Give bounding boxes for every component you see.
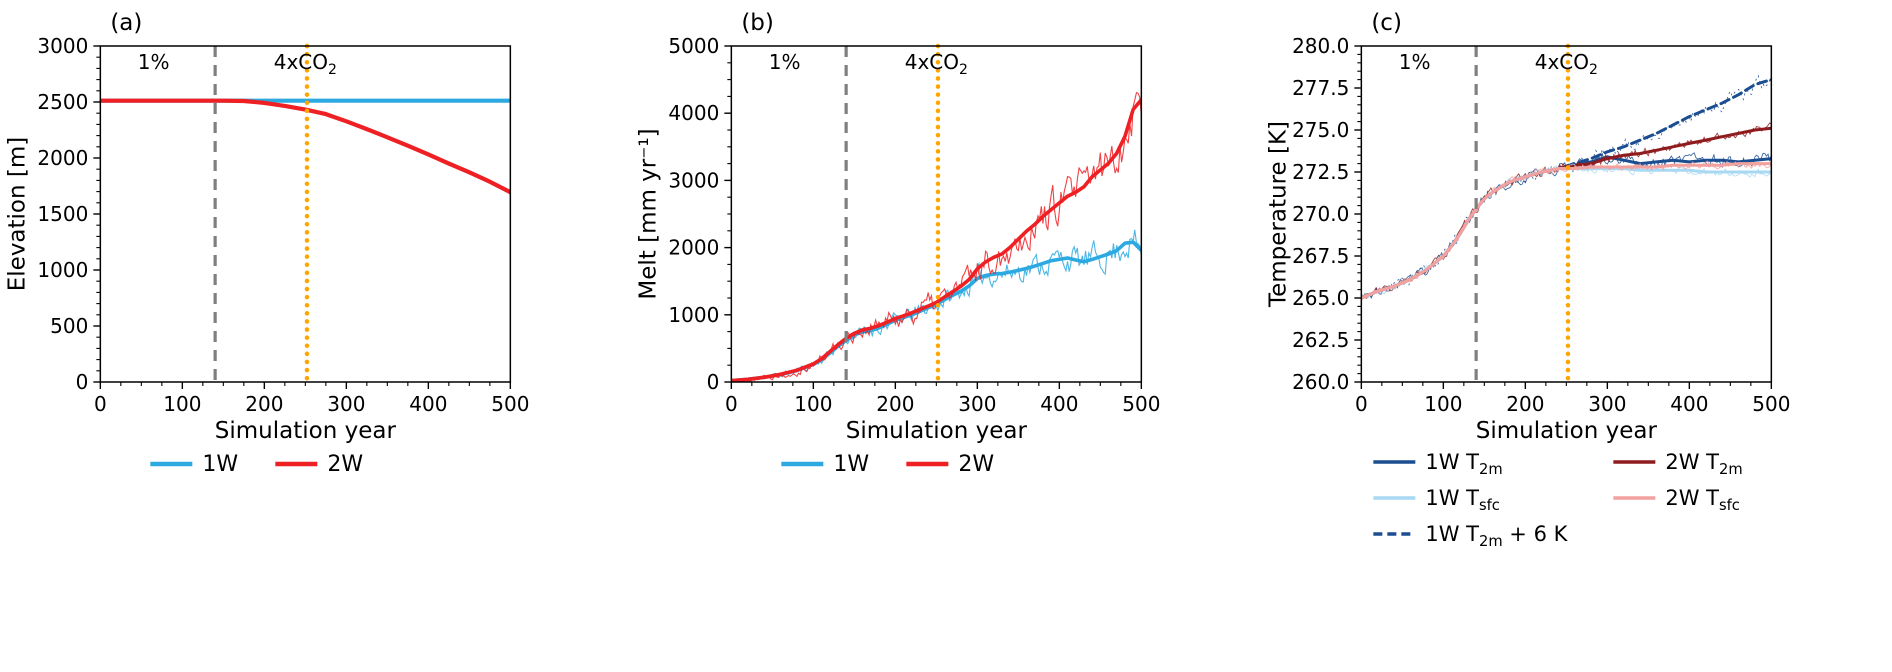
x-tick-label: 400 (1040, 392, 1078, 416)
y-tick-label: 1500 (37, 202, 88, 226)
legend-label: 2W (327, 452, 363, 477)
y-axis-label: Melt [mm yr⁻¹] (635, 128, 661, 299)
x-axis-label: Simulation year (215, 418, 397, 444)
x-tick-label: 0 (1355, 392, 1368, 416)
phase-label-1: 4xCO2 (904, 50, 967, 78)
legend-label: 2W T2m (1666, 450, 1743, 478)
y-tick-label: 2500 (37, 90, 88, 114)
legend-a: 1W 2W (150, 452, 363, 477)
legend-label: 1W Tsfc (1426, 486, 1501, 514)
phase-label-1: 4xCO2 (1535, 50, 1598, 78)
x-tick-label: 500 (491, 392, 529, 416)
y-tick-label: 3000 (668, 168, 719, 192)
y-tick-label: 2000 (37, 146, 88, 170)
y-tick-label: 270.0 (1292, 202, 1349, 226)
x-axis-label: Simulation year (845, 418, 1027, 444)
x-axis-label: Simulation year (1476, 418, 1658, 444)
y-tick-label: 2000 (668, 236, 719, 260)
legend-label: 1W (833, 452, 869, 477)
y-axis-label: Elevation [m] (4, 137, 30, 292)
phase-label-1: 4xCO2 (274, 50, 337, 78)
y-tick-label: 280.0 (1292, 34, 1349, 58)
y-axis-label: Temperature [K] (1266, 121, 1292, 308)
x-tick-label: 0 (725, 392, 738, 416)
panel-letter-b: (b) (741, 10, 774, 36)
series-line (731, 98, 1142, 382)
x-tick-label: 0 (94, 392, 107, 416)
panel-c-temperature: (c) 0 100 200 300 400 500 260.0 262.5 265.0 267.5 2… (1261, 0, 1892, 672)
y-tick-label: 0 (76, 370, 89, 394)
legend-label: 2W (958, 452, 994, 477)
legend-label: 1W (202, 452, 238, 477)
phase-label-0: 1% (1399, 50, 1431, 74)
panel-a-elevation: (a) 0 100 200 300 400 500 0 500 1000 1500 2000 2500 3… (0, 0, 631, 672)
x-tick-label: 500 (1122, 392, 1160, 416)
panel-b-melt: (b) 0 100 200 300 400 500 0 1000 2000 3000 4000 5000… (631, 0, 1262, 672)
plot-frame (1360, 45, 1773, 383)
y-tick-label: 4000 (668, 101, 719, 125)
x-tick-label: 400 (409, 392, 447, 416)
x-tick-label: 300 (958, 392, 996, 416)
x-tick-label: 200 (245, 392, 283, 416)
series-group-c (1361, 74, 1772, 301)
legend-label: 2W Tsfc (1666, 486, 1741, 514)
x-tick-label: 200 (1507, 392, 1545, 416)
series-line (1361, 162, 1772, 300)
axes-c: 0 100 200 300 400 500 260.0 262.5 265.0 267.5 270.… (1292, 34, 1790, 416)
x-tick-label: 500 (1753, 392, 1791, 416)
x-tick-label: 100 (163, 392, 201, 416)
x-tick-label: 300 (327, 392, 365, 416)
y-tick-label: 265.0 (1292, 286, 1349, 310)
y-tick-label: 5000 (668, 34, 719, 58)
series-group-a (100, 98, 511, 195)
y-tick-label: 262.5 (1292, 328, 1349, 352)
y-tick-label: 1000 (668, 303, 719, 327)
legend-label: 1W T2m + 6 K (1426, 522, 1569, 550)
y-tick-label: 260.0 (1292, 370, 1349, 394)
y-tick-label: 1000 (37, 258, 88, 282)
x-tick-label: 400 (1671, 392, 1709, 416)
x-tick-label: 300 (1589, 392, 1627, 416)
y-tick-label: 275.0 (1292, 118, 1349, 142)
x-tick-label: 200 (876, 392, 914, 416)
phase-label-0: 1% (138, 50, 170, 74)
y-tick-label: 267.5 (1292, 244, 1349, 268)
plot-frame (99, 45, 512, 383)
y-tick-label: 500 (50, 314, 88, 338)
y-tick-label: 272.5 (1292, 160, 1349, 184)
plot-frame (730, 45, 1142, 383)
series-line (1361, 155, 1772, 300)
chart-elevation: (a) 0 100 200 300 400 500 0 500 1000 1500 2000 2500 3… (4, 10, 529, 477)
chart-melt: (b)0 100 200 300 400 500010002000300040005000… (635, 10, 1160, 477)
y-tick-label: 0 (706, 370, 719, 394)
panel-letter-a: (a) (110, 10, 142, 36)
y-tick-label: 277.5 (1292, 76, 1349, 100)
legend-b: 1W 2W (781, 452, 994, 477)
x-tick-label: 100 (794, 392, 832, 416)
phase-label-0: 1% (768, 50, 800, 74)
panel-letter-c: (c) (1372, 10, 1403, 36)
legend-label: 1W T2m (1426, 450, 1503, 478)
y-tick-label: 3000 (37, 34, 88, 58)
series-line (100, 98, 511, 195)
chart-temperature: (c) 0 100 200 300 400 500 260.0 262.5 265.0 267.5 2… (1266, 10, 1791, 550)
legend-c: 1W T2m 1W Tsfc 1W T2m + 6 K 2W T2m 2W Tsfc (1373, 450, 1743, 550)
axes-a: 0 100 200 300 400 500 0 500 1000 1500 2000 2500 3000 (37, 34, 529, 416)
x-tick-label: 100 (1425, 392, 1463, 416)
